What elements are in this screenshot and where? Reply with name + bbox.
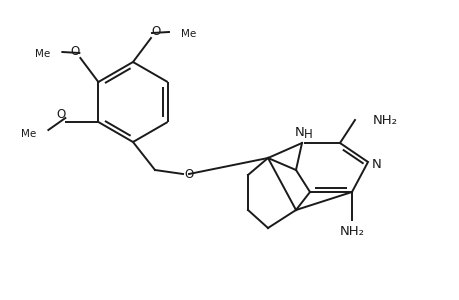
Text: O: O: [151, 25, 160, 38]
Text: O: O: [184, 167, 193, 181]
Text: Me: Me: [35, 49, 50, 59]
Text: NH₂: NH₂: [339, 226, 364, 238]
Text: O: O: [56, 109, 66, 122]
Text: H: H: [303, 128, 312, 142]
Text: O: O: [71, 44, 80, 58]
Text: Me: Me: [180, 29, 196, 39]
Text: N: N: [295, 127, 304, 140]
Text: N: N: [371, 158, 381, 170]
Text: NH₂: NH₂: [372, 113, 397, 127]
Text: Me: Me: [21, 129, 36, 139]
